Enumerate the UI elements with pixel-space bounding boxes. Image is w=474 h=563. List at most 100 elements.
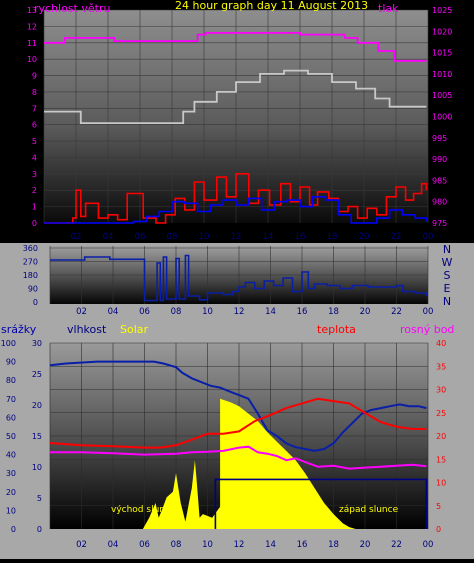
temperature-line	[49, 397, 427, 449]
humidity-tick: 90	[6, 358, 16, 367]
temperature-tick: 15	[436, 455, 446, 464]
x-tick-20: 20	[360, 307, 371, 317]
humidity-tick: 50	[6, 432, 16, 441]
pressure-tick: 980	[432, 198, 447, 207]
direction-tick: 90	[28, 285, 38, 294]
pressure-tick: 1005	[432, 91, 452, 100]
rain-tick: 20	[32, 401, 42, 410]
wind-speed-tick: 8	[32, 88, 37, 97]
x-tick-12: 12	[234, 540, 245, 550]
x-tick-10: 10	[202, 307, 213, 317]
compass-label-S: S	[444, 269, 451, 282]
rain-line	[214, 478, 428, 529]
temperature-tick: 10	[436, 479, 446, 488]
solar-area	[142, 398, 356, 529]
humidity-tick: 30	[6, 469, 16, 478]
compass-label-N: N	[443, 295, 451, 308]
humidity-tick: 100	[1, 339, 16, 348]
pressure-line	[44, 32, 427, 62]
x-tick-22: 22	[391, 232, 402, 242]
x-tick-12: 12	[234, 307, 245, 317]
x-tick-06: 06	[135, 232, 146, 242]
x-tick-12: 12	[231, 232, 242, 242]
humidity-label: vlhkost	[67, 323, 107, 336]
humidity-tick: 60	[6, 413, 16, 422]
wind-speed-tick: 10	[27, 55, 37, 64]
humidity-line	[49, 360, 427, 452]
temperature-tick: 20	[436, 432, 446, 441]
x-tick-18: 18	[328, 540, 339, 550]
x-tick-18: 18	[328, 307, 339, 317]
humidity-tick: 20	[6, 488, 16, 497]
x-tick-22: 22	[391, 540, 402, 550]
dew-point-label: rosný bod	[400, 323, 454, 336]
wind-pressure-series	[44, 32, 428, 224]
direction-tick: 360	[23, 244, 38, 253]
x-tick-20: 20	[359, 232, 370, 242]
temperature-tick: 5	[436, 502, 441, 511]
x-tick-00: 00	[423, 540, 434, 550]
x-tick-00: 00	[423, 307, 434, 317]
x-tick-16: 16	[297, 307, 308, 317]
x-tick-04: 04	[103, 232, 114, 242]
rain-tick: 0	[37, 525, 42, 534]
x-tick-08: 08	[167, 232, 178, 242]
wind-speed-tick: 9	[32, 72, 37, 81]
temperature-tick: 40	[436, 339, 446, 348]
x-tick-08: 08	[171, 307, 182, 317]
humidity-tick: 0	[11, 525, 16, 534]
pressure-tick: 985	[432, 176, 447, 185]
pressure-tick: 1015	[432, 49, 452, 58]
x-tick-22: 22	[391, 307, 402, 317]
x-tick-04: 04	[108, 307, 119, 317]
x-tick-14: 14	[265, 540, 276, 550]
solar-label: Solar	[120, 323, 149, 336]
pressure-tick: 975	[432, 219, 447, 228]
wind-speed-tick: 13	[27, 6, 37, 15]
wind-average-line	[44, 196, 428, 224]
wind-speed-tick: 2	[32, 186, 37, 195]
humidity-temperature-series	[49, 360, 428, 529]
humidity-temperature-panel: srážky vlhkost Solar teplota rosný bod v…	[0, 318, 474, 559]
wind-speed-tick: 3	[32, 170, 37, 179]
pressure-tick: 995	[432, 134, 447, 143]
humidity-tick: 70	[6, 395, 16, 404]
x-tick-06: 06	[139, 540, 150, 550]
temperature-tick: 0	[436, 525, 441, 534]
wind-speed-axis-label: rychlost větru	[34, 2, 110, 15]
wind-direction-series	[50, 254, 428, 302]
humidity-tick: 80	[6, 376, 16, 385]
direction-tick: 0	[33, 298, 38, 307]
x-tick-14: 14	[265, 307, 276, 317]
wind-speed-tick: 1	[32, 203, 37, 212]
direction-tick: 270	[23, 258, 38, 267]
rain-tick: 10	[32, 463, 42, 472]
x-tick-06: 06	[139, 307, 150, 317]
temperature-tick: 35	[436, 362, 446, 371]
pressure-axis-label: tlak	[378, 2, 399, 15]
sunrise-annotation: východ slunce	[111, 505, 176, 515]
sunset-annotation: západ slunce	[339, 505, 399, 515]
x-tick-10: 10	[202, 540, 213, 550]
pressure-tick: 990	[432, 155, 447, 164]
dew-point-line	[50, 445, 427, 470]
compass-label-E: E	[444, 282, 451, 295]
rain-label: srážky	[1, 323, 37, 336]
cloudbase-line	[44, 69, 427, 124]
pressure-tick: 1000	[432, 113, 452, 122]
x-tick-16: 16	[297, 540, 308, 550]
direction-tick: 180	[23, 271, 38, 280]
wind-speed-tick: 12	[27, 22, 37, 31]
x-tick-02: 02	[76, 540, 87, 550]
x-tick-04: 04	[108, 540, 119, 550]
x-tick-08: 08	[171, 540, 182, 550]
wind-speed-tick: 0	[32, 219, 37, 228]
x-tick-20: 20	[360, 540, 371, 550]
wind-speed-tick: 11	[27, 39, 37, 48]
rain-tick: 25	[32, 370, 42, 379]
temperature-tick: 30	[436, 386, 446, 395]
rain-tick: 5	[37, 494, 42, 503]
wind-direction-line	[50, 254, 428, 302]
